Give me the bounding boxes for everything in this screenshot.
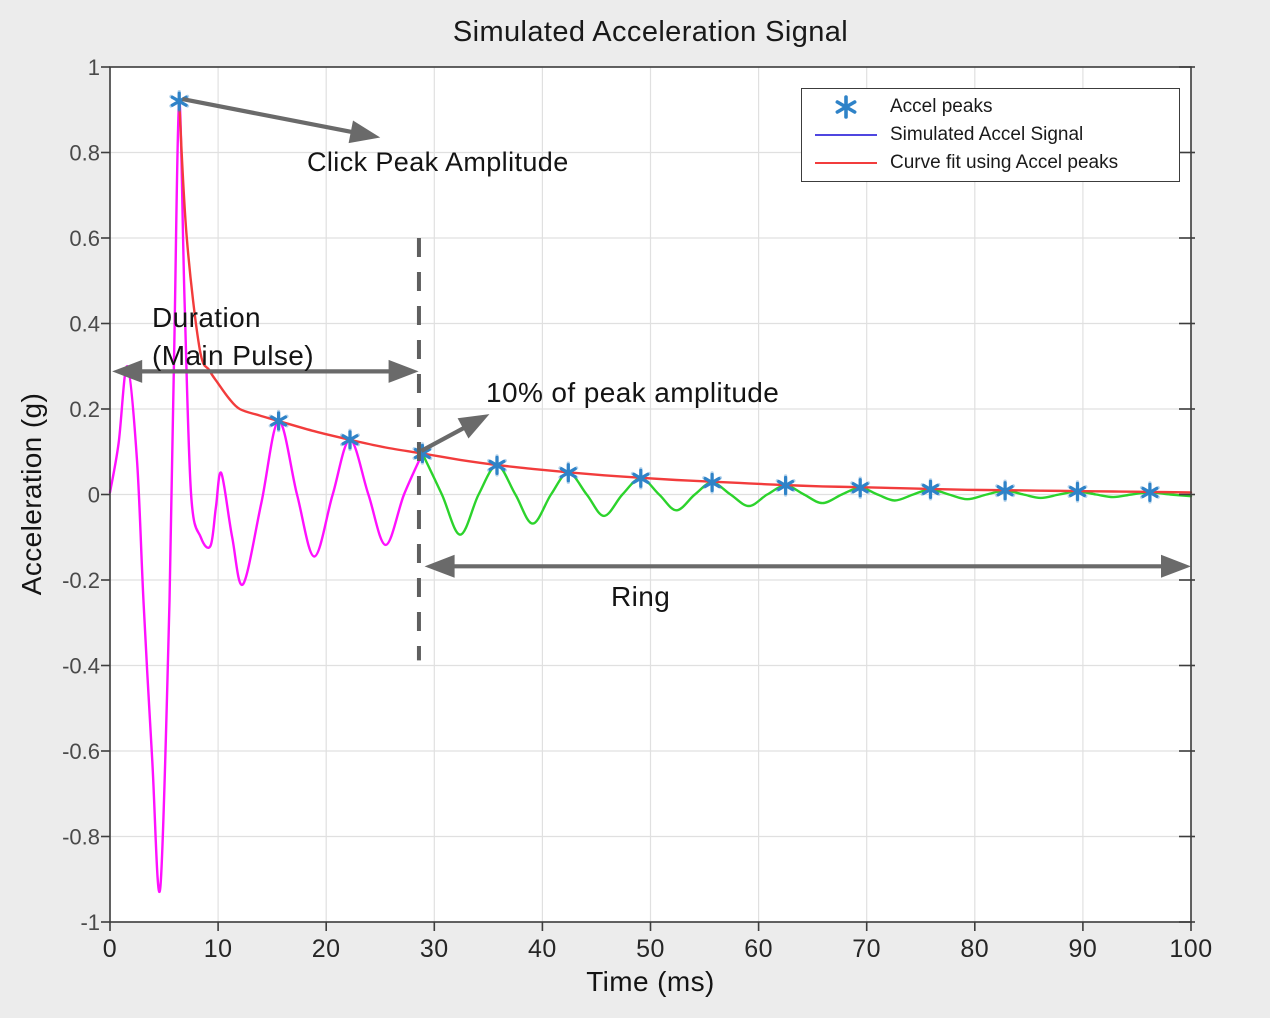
accel-peaks-markers — [169, 89, 1160, 504]
x-tick-label: 40 — [528, 935, 557, 963]
accel-peak-marker — [920, 478, 941, 501]
x-tick-label: 80 — [960, 935, 989, 963]
y-tick-label: -0.8 — [62, 825, 100, 850]
ten-percent-arrow — [420, 422, 472, 453]
legend-label: Curve fit using Accel peaks — [890, 152, 1119, 173]
x-tick-label: 70 — [852, 935, 881, 963]
legend-line-sample — [815, 134, 877, 136]
asterisk-spoke — [170, 95, 188, 107]
y-tick-label: 0.8 — [69, 141, 100, 166]
duration-arrow-head — [112, 359, 143, 383]
x-tick-label: 10 — [204, 935, 233, 963]
asterisk-spoke — [1068, 485, 1087, 498]
annotation-click-peak-amplitude: Click Peak Amplitude — [307, 147, 569, 177]
asterisk-spoke — [996, 485, 1014, 497]
signal-main-pulse-curve — [108, 99, 424, 893]
legend-label: Accel peaks — [890, 96, 993, 117]
accel-peak-marker — [1139, 481, 1160, 504]
signal-ring-curve — [421, 452, 1193, 536]
ring-arrow-head — [1161, 554, 1191, 578]
annotation-duration-main-pulse: Duration (Main Pulse) — [152, 302, 314, 372]
annotation-shapes — [112, 97, 1191, 661]
legend-label: Simulated Accel Signal — [890, 124, 1084, 145]
x-tick-label: 90 — [1068, 935, 1097, 963]
tick-labels: 0 10 20 30 40 50 60 70 80 90 100 1 0.8 0.6 0.4 0.2 0 -0.2… — [62, 55, 1212, 963]
x-tick-label: 60 — [744, 935, 773, 963]
y-tick-label: 1 — [88, 55, 100, 80]
asterisk-spoke — [703, 476, 721, 489]
y-tick-label: 0.4 — [69, 312, 100, 337]
legend-item-curve-fit: Curve fit using Accel peaks — [802, 149, 1179, 177]
y-tick-label: 0.2 — [69, 397, 100, 422]
legend-item-accel-peaks: Accel peaks — [802, 93, 1179, 121]
legend-line-sample — [815, 162, 877, 164]
accel-peak-marker — [268, 409, 289, 433]
ten-percent-arrow-head — [457, 414, 490, 439]
x-axis-label: Time (ms) — [586, 966, 715, 997]
accel-peak-marker — [1067, 480, 1088, 503]
legend-marker-cell — [802, 134, 890, 136]
x-tick-label: 100 — [1169, 935, 1212, 963]
click-peak-arrow — [182, 97, 360, 136]
y-tick-label: 0.6 — [69, 226, 100, 251]
accel-peak-marker — [340, 428, 360, 451]
accel-peak-marker — [702, 471, 723, 494]
accel-peak-marker — [850, 476, 871, 499]
accel-peak-marker — [775, 474, 796, 497]
y-tick-label: -0.4 — [62, 654, 100, 679]
asterisk-spoke — [488, 459, 506, 471]
accel-peak-marker — [558, 461, 579, 484]
x-tick-label: 30 — [420, 935, 449, 963]
asterisk-spoke — [921, 483, 940, 495]
legend-marker-cell — [802, 94, 890, 120]
legend-marker-cell — [802, 162, 890, 164]
asterisk-spoke — [851, 482, 869, 494]
asterisk-spoke — [270, 415, 288, 427]
accel-peak-marker — [487, 454, 507, 477]
ring-arrow-head — [424, 554, 455, 578]
y-tick-label: 0 — [88, 483, 100, 508]
click-peak-arrow-head — [348, 120, 381, 144]
accel-peak-marker — [630, 467, 651, 490]
asterisk-marker-icon — [835, 95, 857, 119]
accel-peak-marker — [995, 479, 1016, 502]
x-tick-label: 20 — [312, 935, 341, 963]
asterisk-spoke — [632, 472, 650, 484]
annotation-ring: Ring — [611, 581, 671, 612]
x-tick-label: 50 — [636, 935, 665, 963]
x-tick-label: 0 — [103, 935, 117, 963]
asterisk-spoke — [341, 434, 359, 446]
y-tick-label: -1 — [80, 910, 100, 935]
duration-arrow-head — [388, 359, 419, 383]
axes — [101, 66, 1195, 931]
legend-item-simulated-signal: Simulated Accel Signal — [802, 121, 1179, 149]
asterisk-spoke — [1141, 486, 1159, 498]
y-tick-label: -0.6 — [62, 739, 100, 764]
asterisk-spoke — [559, 467, 577, 479]
legend: Accel peaks Simulated Accel Signal Curve… — [801, 88, 1180, 182]
annotation-ten-percent-peak: 10% of peak amplitude — [486, 377, 780, 408]
y-axis-label: Acceleration (g) — [16, 392, 47, 596]
y-tick-label: -0.2 — [62, 568, 100, 593]
chart-title: Simulated Acceleration Signal — [452, 16, 849, 48]
asterisk-spoke — [777, 479, 795, 492]
